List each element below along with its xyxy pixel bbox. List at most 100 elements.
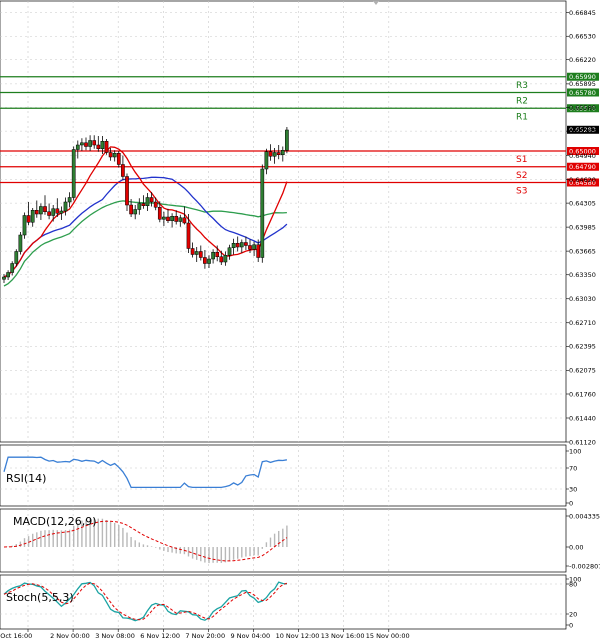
level-name-s2: S2	[516, 171, 527, 181]
candle	[268, 144, 273, 161]
candle	[112, 150, 117, 162]
candle-body	[14, 251, 19, 264]
candle-body	[170, 216, 174, 221]
candle	[2, 274, 6, 283]
candle	[43, 195, 47, 215]
candle-body	[141, 203, 146, 206]
candle-body	[75, 144, 80, 150]
candle	[166, 208, 170, 223]
macd-signal-line	[3, 520, 288, 562]
stoch-tick-label: 20	[569, 610, 577, 618]
candle-body	[34, 210, 39, 215]
price-tick-label: 0.64620	[569, 176, 596, 184]
candle-body	[264, 151, 269, 170]
level-name-r2: R2	[516, 97, 528, 107]
candle-body	[207, 258, 211, 264]
time-tick-label: 2 Nov 00:00	[50, 632, 90, 640]
candle-body	[92, 140, 97, 146]
price-tick-label: 0.61440	[569, 414, 596, 422]
candle	[157, 201, 162, 223]
candle	[215, 245, 220, 262]
price-tick-label: 0.65265	[569, 127, 596, 135]
time-tick-label: 15 Nov 00:00	[366, 632, 410, 640]
candle-body	[252, 244, 256, 250]
candle-body	[112, 153, 117, 158]
candle	[276, 145, 281, 160]
candle-body	[145, 197, 150, 206]
candle-body	[178, 217, 183, 222]
candle	[235, 236, 240, 252]
candle	[203, 250, 207, 269]
candle	[129, 199, 133, 217]
level-price-box	[567, 162, 599, 171]
candle-body	[190, 248, 195, 255]
candle-body	[276, 152, 281, 155]
candle	[223, 251, 228, 266]
price-axis: 0.66845 0.66530 0.66220 0.65895 0.65580 0.652…	[566, 9, 600, 629]
candle	[67, 192, 72, 208]
candle-body	[129, 204, 133, 215]
candle	[6, 270, 10, 280]
price-tick-label: 0.65895	[569, 80, 596, 88]
time-tick-label: 1 Oct 16:00	[0, 632, 32, 640]
candle	[125, 173, 129, 211]
candle	[116, 151, 121, 168]
grid-lines	[0, 1, 566, 629]
candle-body	[108, 152, 113, 158]
candle	[14, 249, 19, 267]
candle-body	[137, 203, 142, 210]
candle-body	[182, 217, 187, 224]
price-tick-label: 0.63985	[569, 223, 596, 231]
level-price-label: 0.65570	[569, 105, 596, 113]
candle-body	[125, 176, 129, 206]
candle-body	[211, 252, 215, 260]
candle	[256, 239, 261, 262]
level-price-label: 0.65990	[569, 73, 596, 81]
time-tick-label: 6 Nov 12:00	[140, 632, 180, 640]
time-tick-label: 10 Nov 12:00	[276, 632, 320, 640]
level-name-s1: S1	[516, 155, 527, 165]
candle	[137, 198, 142, 215]
candle-body	[166, 216, 170, 221]
candle	[30, 208, 35, 227]
candle	[71, 146, 76, 201]
price-tick-label: 0.62075	[569, 367, 596, 375]
candle-body	[67, 197, 72, 203]
stoch-signal-line	[3, 582, 288, 621]
candle-body	[39, 206, 43, 215]
candle	[145, 193, 150, 211]
candle-body	[100, 141, 105, 149]
candle-body	[162, 216, 166, 220]
candle-body	[47, 211, 51, 216]
price-tick-label: 0.63030	[569, 295, 596, 303]
candle	[174, 210, 179, 225]
time-tick-label: 9 Nov 04:00	[231, 632, 271, 640]
candle	[121, 155, 125, 181]
scroll-marker-icon[interactable]	[373, 1, 379, 5]
candle	[22, 212, 27, 239]
candle-body	[244, 242, 248, 246]
candle-body	[231, 243, 236, 248]
candle	[26, 202, 31, 226]
price-tick-label: 0.62710	[569, 319, 596, 327]
candle	[47, 203, 51, 220]
level-price-box	[567, 88, 599, 97]
candle-body	[157, 207, 162, 220]
candle	[260, 164, 265, 263]
macd-tick-label: -0.002807	[569, 562, 600, 570]
candle	[248, 239, 252, 253]
candle	[108, 148, 113, 161]
price-tick-label: 0.63665	[569, 247, 596, 255]
candle-body	[256, 244, 261, 258]
price-tick-label: 0.64940	[569, 152, 596, 160]
level-price-box	[567, 147, 599, 155]
candle	[207, 255, 211, 268]
rsi-line	[3, 456, 288, 489]
candle-body	[227, 247, 232, 256]
price-tick-label: 0.65580	[569, 104, 596, 112]
candle-body	[186, 222, 191, 249]
candle	[264, 148, 269, 175]
price-tick-label: 0.66845	[569, 9, 596, 17]
candle-body	[235, 243, 240, 248]
